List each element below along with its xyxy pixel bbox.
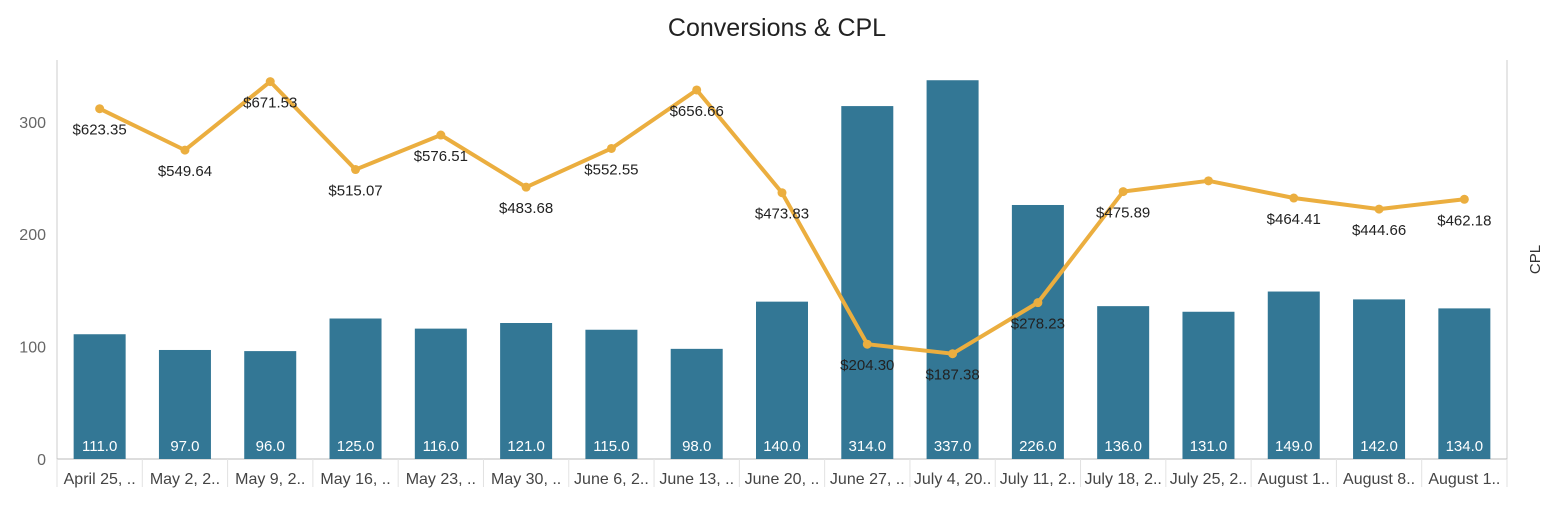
bar-value-label: 98.0 — [682, 438, 711, 455]
cpl-point — [1203, 176, 1213, 186]
cpl-point — [1374, 204, 1384, 214]
x-tick-label: August 8.. — [1343, 471, 1415, 488]
bar — [1267, 291, 1320, 459]
cpl-value-label: $656.66 — [670, 103, 724, 120]
x-tick-label: July 4, 20.. — [914, 471, 991, 488]
cpl-value-label: $462.18 — [1437, 212, 1491, 229]
x-tick-label: May 23, .. — [406, 471, 476, 488]
bar — [1438, 308, 1491, 459]
bar — [1097, 306, 1150, 459]
bar — [73, 334, 126, 459]
bar — [1353, 299, 1406, 459]
bar — [841, 106, 894, 459]
bar-value-label: 115.0 — [593, 438, 629, 455]
bar-value-label: 226.0 — [1019, 438, 1057, 455]
cpl-value-label: $552.55 — [584, 161, 638, 178]
cpl-point — [1459, 194, 1469, 204]
y-tick-label: 100 — [19, 340, 46, 357]
x-tick-label: June 13, .. — [659, 471, 734, 488]
bar-value-label: 337.0 — [934, 438, 972, 455]
chart-title: Conversions & CPL — [667, 14, 887, 42]
x-tick-label: July 11, 2.. — [1000, 471, 1076, 488]
bar-value-label: 140.0 — [763, 438, 801, 455]
cpl-value-label: $464.41 — [1267, 211, 1321, 228]
x-tick-label: May 16, .. — [320, 471, 390, 488]
cpl-point — [436, 130, 446, 140]
bar — [244, 351, 297, 459]
cpl-point — [692, 85, 702, 95]
bar — [926, 80, 979, 459]
cpl-point — [777, 188, 787, 198]
bar-value-label: 149.0 — [1275, 438, 1313, 455]
cpl-value-label: $187.38 — [925, 367, 979, 384]
cpl-value-label: $549.64 — [158, 163, 212, 180]
cpl-point — [1118, 187, 1128, 197]
bar — [1011, 204, 1064, 459]
cpl-point — [948, 349, 958, 359]
y-axis-right-title: CPL — [1527, 245, 1544, 274]
bar — [414, 328, 467, 459]
cpl-value-label: $515.07 — [328, 183, 382, 200]
bar — [1182, 311, 1235, 459]
x-tick-label: July 25, 2.. — [1170, 471, 1247, 488]
x-tick-label: August 1.. — [1258, 471, 1330, 488]
cpl-point — [521, 182, 531, 192]
bar-value-label: 97.0 — [170, 438, 199, 455]
cpl-point — [95, 104, 105, 114]
cpl-point — [180, 145, 190, 155]
cpl-point — [1033, 298, 1043, 308]
y-tick-label: 0 — [37, 452, 46, 469]
bar — [756, 301, 808, 459]
bar — [158, 349, 211, 459]
cpl-point — [265, 77, 275, 87]
bar-value-label: 121.0 — [507, 438, 545, 455]
bar-value-label: 111.0 — [82, 438, 117, 455]
y-tick-label: 200 — [19, 227, 46, 244]
cpl-value-label: $671.53 — [243, 95, 297, 112]
bar-value-label: 314.0 — [849, 438, 887, 455]
cpl-point — [351, 165, 361, 175]
bar — [329, 318, 382, 459]
y-tick-label: 300 — [19, 115, 46, 132]
bar-value-label: 125.0 — [337, 438, 375, 455]
bar-value-label: 116.0 — [423, 438, 459, 455]
x-tick-label: May 9, 2.. — [235, 471, 305, 488]
cpl-value-label: $475.89 — [1096, 205, 1150, 222]
cpl-point — [606, 143, 616, 153]
cpl-value-label: $483.68 — [499, 200, 553, 217]
bar-value-label: 136.0 — [1104, 438, 1142, 455]
x-tick-label: July 18, 2.. — [1084, 471, 1161, 488]
bar-value-label: 142.0 — [1360, 438, 1398, 455]
bar-value-label: 131.0 — [1190, 438, 1228, 455]
bar — [500, 323, 553, 459]
x-tick-label: April 25, .. — [64, 471, 136, 488]
bar-value-label: 134.0 — [1446, 438, 1484, 455]
cpl-value-label: $623.35 — [73, 122, 127, 139]
bar — [670, 348, 723, 459]
cpl-value-label: $204.30 — [840, 357, 894, 374]
cpl-value-label: $473.83 — [755, 206, 809, 223]
cpl-value-label: $278.23 — [1011, 316, 1065, 333]
x-tick-label: May 2, 2.. — [150, 471, 220, 488]
bar-value-label: 96.0 — [256, 438, 285, 455]
x-tick-label: August 1.. — [1428, 471, 1500, 488]
x-tick-label: May 30, .. — [491, 471, 561, 488]
x-tick-label: June 27, .. — [830, 471, 905, 488]
cpl-value-label: $576.51 — [414, 148, 468, 165]
cpl-point — [862, 339, 872, 349]
cpl-point — [1289, 193, 1299, 203]
x-tick-label: June 6, 2.. — [574, 471, 649, 488]
x-tick-label: June 20, .. — [745, 471, 820, 488]
bar — [585, 329, 638, 459]
cpl-value-label: $444.66 — [1352, 222, 1406, 239]
